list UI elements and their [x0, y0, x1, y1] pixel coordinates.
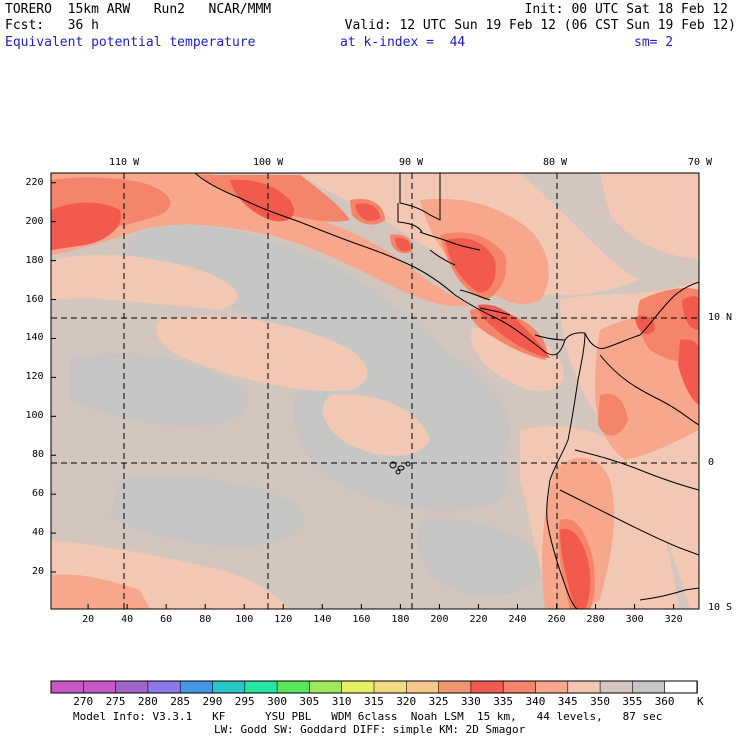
colorbar-cell	[115, 680, 149, 694]
colorbar-cell	[502, 680, 537, 694]
y-tick-label: 220	[25, 176, 44, 188]
y-tick-label: 160	[25, 293, 44, 305]
lat-label-0: 0	[708, 457, 715, 468]
colorbar-cell	[83, 680, 117, 694]
x-tick-label: 260	[547, 614, 566, 625]
x-tick-label: 160	[352, 614, 371, 625]
header-field-name: Equivalent potential temperature	[5, 35, 256, 50]
x-tick-marks	[87, 604, 675, 609]
header-model-info: TORERO 15km ARW Run2 NCAR/MMM	[5, 2, 272, 17]
x-tick-label: 20	[82, 614, 95, 625]
colorbar-cell	[179, 680, 214, 694]
lat-label-10n: 10 N	[708, 312, 733, 323]
y-tick-label: 120	[25, 371, 44, 383]
colorbar-label: 355	[622, 695, 643, 708]
colorbar-cell	[373, 680, 408, 694]
lon-label-110w: 110 W	[109, 157, 140, 168]
colorbar-cell	[664, 680, 698, 694]
x-tick-label: 60	[160, 614, 173, 625]
colorbar-cell	[244, 680, 278, 694]
colorbar-label: 295	[234, 695, 255, 708]
colorbar-cell	[341, 680, 375, 694]
x-tick-label: 200	[430, 614, 449, 625]
colorbar-label: 310	[331, 695, 352, 708]
x-tick-label: 220	[469, 614, 488, 625]
lon-label-100w: 100 W	[253, 157, 284, 168]
colorbar-label: 350	[590, 695, 610, 708]
x-tick-label: 320	[664, 614, 683, 625]
colorbar-label: 290	[202, 695, 223, 708]
colorbar-cell	[632, 680, 666, 694]
header-level: at k-index = 44	[340, 35, 466, 50]
colorbar-label: 280	[137, 695, 158, 708]
colorbar-cell	[212, 680, 246, 694]
header-init-time: Init: 00 UTC Sat 18 Feb 12	[524, 2, 729, 17]
header-smoothing: sm= 2	[634, 35, 674, 50]
colorbar-frame	[50, 680, 698, 694]
colorbar-cell	[50, 680, 85, 694]
header-valid-time: Valid: 12 UTC Sun 19 Feb 12 (06 CST Sun …	[344, 18, 736, 33]
colorbar-label: 340	[525, 695, 546, 708]
x-tick-label: 120	[274, 614, 293, 625]
galapagos-islands	[389, 461, 411, 475]
y-tick-label: 100	[25, 410, 44, 422]
y-tick-label: 60	[32, 488, 45, 500]
colorbar-unit: K	[697, 695, 704, 708]
colorbar-cell	[276, 680, 311, 694]
y-tick-label: 180	[25, 254, 44, 266]
footer-model-info: Model Info: V3.3.1 KF YSU PBL WDM 6class…	[73, 710, 663, 723]
lon-label-70w: 70 W	[688, 157, 713, 168]
colorbar-cell	[535, 680, 569, 694]
x-tick-label: 300	[625, 614, 644, 625]
y-tick-label: 40	[32, 527, 45, 539]
footer-physics-info: LW: Godd SW: Goddard DIFF: simple KM: 2D…	[214, 723, 526, 736]
colorbar-label: 285	[170, 695, 191, 708]
colorbar-cell	[147, 680, 181, 694]
lon-label-80w: 80 W	[543, 157, 568, 168]
colorbar-label: 315	[364, 695, 384, 708]
colorbar-label: 305	[299, 695, 320, 708]
colorbar-cell	[470, 680, 504, 694]
colorbar-cell	[599, 680, 634, 694]
colorbar-label: 275	[105, 695, 126, 708]
colorbar-label: 345	[557, 695, 578, 708]
colorbar-label: 320	[396, 695, 417, 708]
lat-label-10s: 10 S	[708, 602, 733, 613]
x-tick-label: 80	[199, 614, 212, 625]
x-tick-label: 100	[235, 614, 254, 625]
x-tick-label: 140	[313, 614, 332, 625]
latlon-grid	[51, 173, 699, 609]
colorbar-cell	[567, 680, 601, 694]
colorbar-cell	[405, 680, 440, 694]
x-tick-label: 240	[508, 614, 527, 625]
coastlines	[194, 173, 699, 609]
colorbar-label: 325	[428, 695, 449, 708]
y-tick-label: 20	[32, 566, 45, 578]
y-tick-marks	[51, 182, 56, 573]
colorbar-cell	[309, 680, 343, 694]
y-tick-label: 80	[32, 449, 45, 461]
header-forecast-hour: Fcst: 36 h	[5, 18, 99, 33]
plot-frame	[50, 172, 700, 610]
colorbar-label: 270	[73, 695, 94, 708]
x-tick-label: 180	[391, 614, 410, 625]
colorbar-cell	[438, 680, 472, 694]
y-tick-label: 200	[25, 215, 44, 227]
x-tick-label: 40	[121, 614, 134, 625]
colorbar-label: 360	[654, 695, 675, 708]
x-tick-label: 280	[586, 614, 605, 625]
lon-label-90w: 90 W	[399, 157, 424, 168]
colorbar-label: 335	[493, 695, 514, 708]
colorbar-label: 330	[460, 695, 481, 708]
y-tick-label: 140	[25, 332, 44, 344]
colorbar-label: 300	[267, 695, 287, 708]
